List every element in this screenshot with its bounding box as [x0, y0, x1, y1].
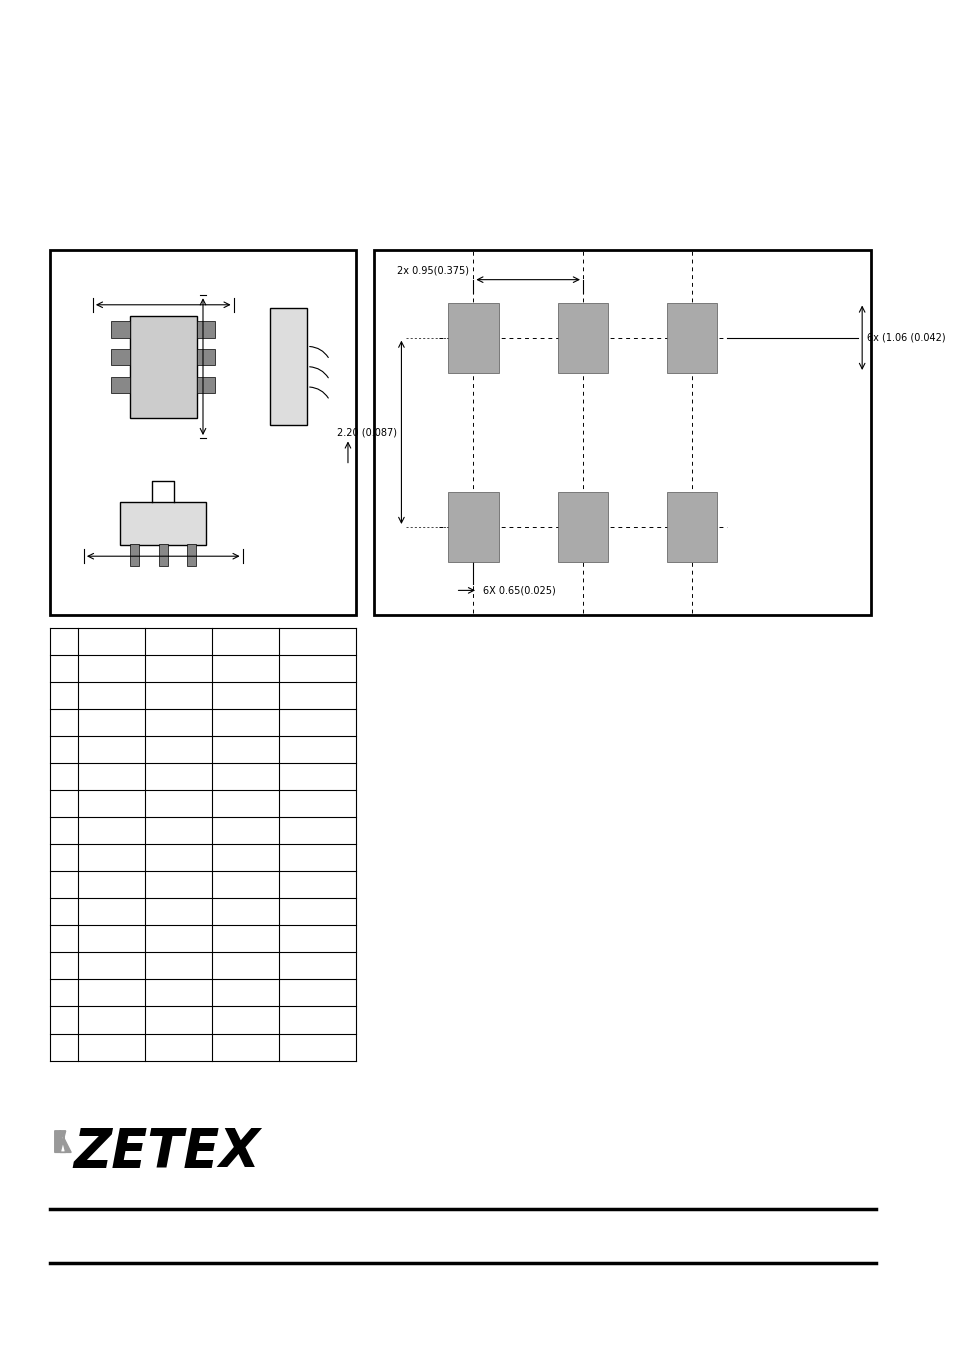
Bar	[196, 322, 215, 338]
Bar	[196, 349, 215, 365]
Bar	[112, 322, 130, 338]
Bar	[130, 544, 139, 566]
Text: 2.20 (0.087): 2.20 (0.087)	[336, 427, 396, 438]
Bar	[374, 250, 870, 615]
Bar	[112, 349, 130, 365]
Bar	[51, 250, 355, 615]
Bar	[666, 303, 717, 373]
Bar	[270, 308, 307, 426]
Bar	[120, 501, 206, 546]
Bar	[666, 492, 717, 562]
Bar	[158, 544, 168, 566]
Text: 6x (1.06 (0.042): 6x (1.06 (0.042)	[866, 332, 944, 343]
Text: ZETEX: ZETEX	[73, 1127, 259, 1178]
Bar	[187, 544, 196, 566]
Bar	[196, 377, 215, 393]
Bar	[448, 303, 498, 373]
Text: 2x 0.95(0.375): 2x 0.95(0.375)	[396, 266, 468, 276]
Bar	[130, 316, 196, 417]
Bar	[448, 492, 498, 562]
Bar	[558, 303, 607, 373]
Text: 6X 0.65(0.025): 6X 0.65(0.025)	[482, 585, 555, 596]
Bar	[112, 377, 130, 393]
Polygon shape	[54, 1131, 71, 1152]
Bar	[558, 492, 607, 562]
